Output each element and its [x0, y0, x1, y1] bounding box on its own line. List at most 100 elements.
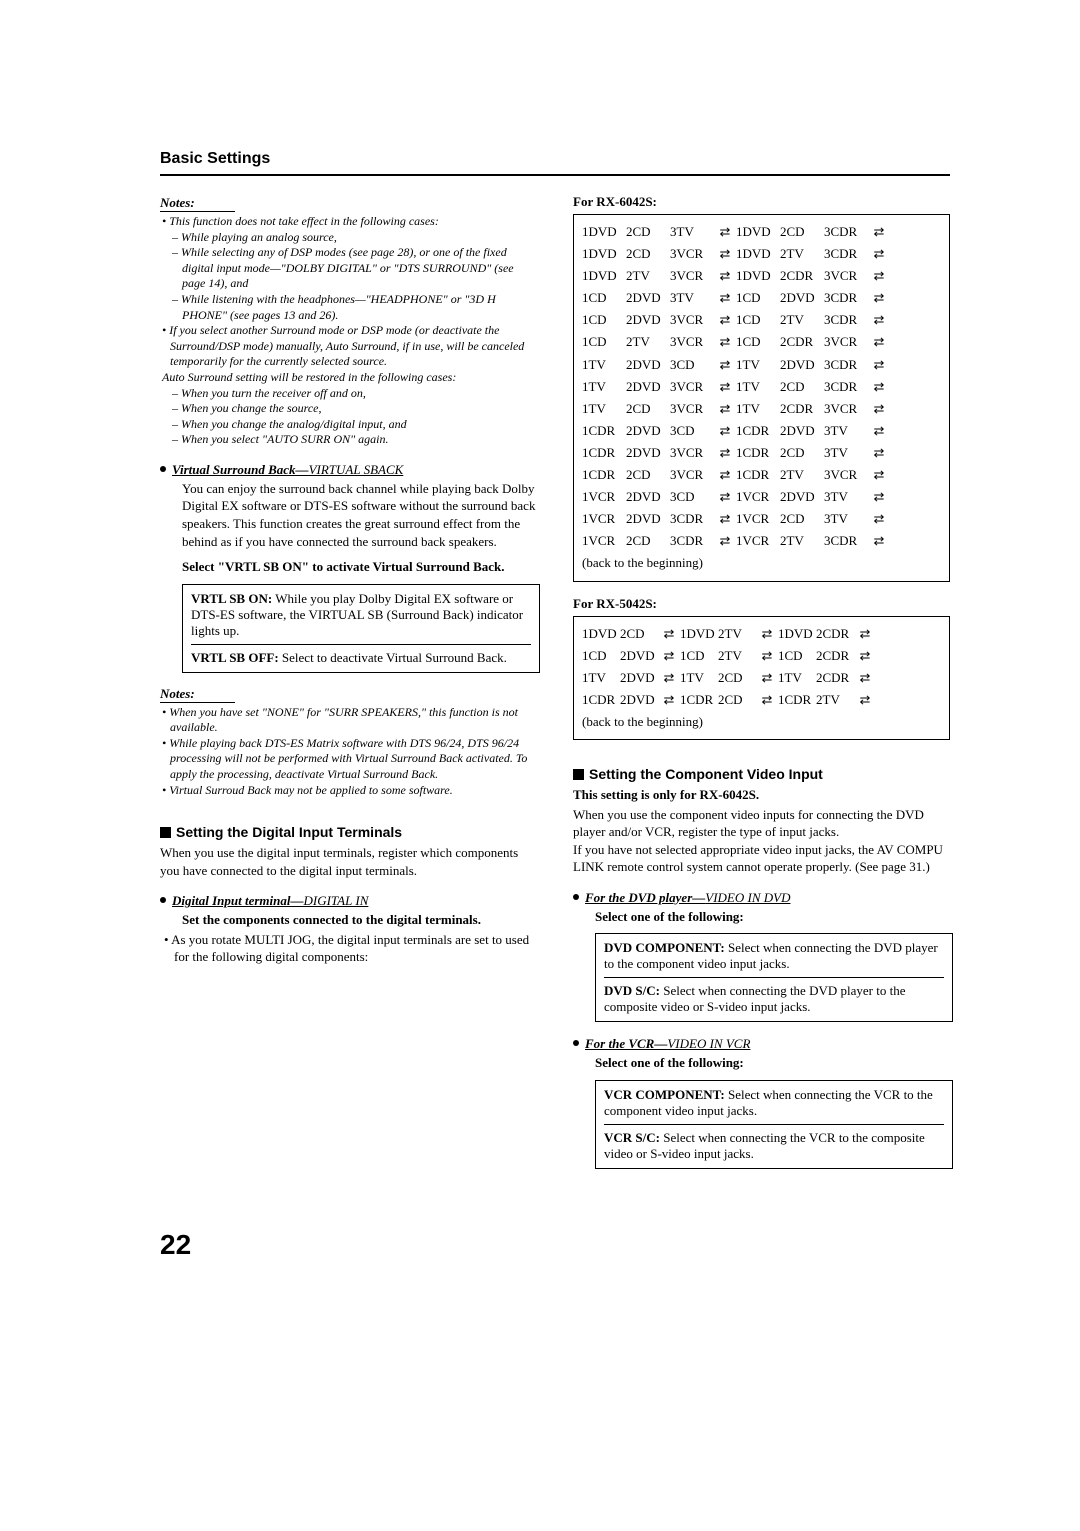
- arrow-icon: ⇄: [874, 224, 885, 239]
- terminal-row: 1CDR2DVD⇄1CDR2CD⇄1CDR2TV⇄: [582, 689, 941, 711]
- terminal-cell: 3CD: [670, 420, 714, 442]
- vsb-on-row: VRTL SB ON: While you play Dolby Digital…: [191, 589, 531, 641]
- dig-body: When you use the digital input terminals…: [160, 844, 537, 879]
- terminal-cell: 1DVD: [582, 243, 626, 265]
- virtual-surround-back-heading: Virtual Surround Back—VIRTUAL SBACK: [160, 462, 537, 478]
- terminal-cell: 2CD: [780, 442, 824, 464]
- terminal-cell: 3TV: [824, 442, 868, 464]
- arrow-icon: ⇄: [874, 357, 885, 372]
- dig-sub-thin: DIGITAL IN: [303, 893, 368, 908]
- arrow-cell: ⇄: [868, 486, 890, 508]
- select-one-1: Select one of the following:: [595, 908, 950, 926]
- arrow-cell: ⇄: [756, 645, 778, 667]
- terminal-cell: 3VCR: [824, 398, 868, 420]
- terminal-cell: 2DVD: [620, 667, 658, 689]
- arrow-cell: ⇄: [868, 508, 890, 530]
- digital-input-terminal-heading: Digital Input terminal—DIGITAL IN: [160, 893, 537, 909]
- terminal-cell: 1CDR: [582, 442, 626, 464]
- terminal-cell: 3CDR: [824, 376, 868, 398]
- arrow-icon: ⇄: [720, 224, 731, 239]
- terminal-cell: 2CDR: [816, 645, 854, 667]
- terminal-cell: 1TV: [736, 398, 780, 420]
- terminal-cell: 1VCR: [582, 530, 626, 552]
- model-6042-header: For RX-6042S:: [573, 194, 950, 210]
- dvd-sc-label: DVD S/C:: [604, 983, 660, 998]
- terminal-cell: 1CD: [582, 309, 626, 331]
- terminal-cell: 1DVD: [736, 243, 780, 265]
- terminal-row: 1CDR2DVD3VCR⇄1CDR2CD3TV⇄: [582, 442, 941, 464]
- arrow-cell: ⇄: [714, 287, 736, 309]
- terminal-cell: 3CDR: [824, 287, 868, 309]
- terminal-cell: 1TV: [778, 667, 816, 689]
- vcr-options-box: VCR COMPONENT: Select when connecting th…: [595, 1080, 953, 1169]
- vsb-options-box: VRTL SB ON: While you play Dolby Digital…: [182, 584, 540, 673]
- terminal-cell: 1CD: [736, 331, 780, 353]
- terminal-cell: 3CDR: [824, 354, 868, 376]
- terminal-row: 1CD2DVD3VCR⇄1CD2TV3CDR⇄: [582, 309, 941, 331]
- terminal-row: 1DVD2CD3VCR⇄1DVD2TV3CDR⇄: [582, 243, 941, 265]
- vsb-body: You can enjoy the surround back channel …: [182, 480, 537, 550]
- terminal-cell: 2CD: [780, 508, 824, 530]
- component-video-heading: Setting the Component Video Input: [573, 766, 950, 782]
- comp-head-text: Setting the Component Video Input: [589, 766, 823, 782]
- arrow-cell: ⇄: [658, 689, 680, 711]
- terminal-cell: 1TV: [680, 667, 718, 689]
- notes-header-2: Notes:: [160, 686, 235, 703]
- divider: [191, 644, 531, 645]
- note-item: – When you select "AUTO SURR ON" again.: [160, 432, 537, 448]
- arrow-cell: ⇄: [854, 645, 876, 667]
- arrow-cell: ⇄: [868, 398, 890, 420]
- note-item: • While playing back DTS-ES Matrix softw…: [160, 736, 537, 783]
- terminal-row: 1CD2TV3VCR⇄1CD2CDR3VCR⇄: [582, 331, 941, 353]
- terminal-cell: 1CD: [778, 645, 816, 667]
- terminal-cell: 2DVD: [626, 420, 670, 442]
- arrow-icon: ⇄: [664, 626, 675, 641]
- terminal-cell: 3VCR: [824, 265, 868, 287]
- terminal-cell: 2DVD: [626, 354, 670, 376]
- vsb-head-thin: VIRTUAL SBACK: [309, 462, 404, 477]
- arrow-cell: ⇄: [868, 287, 890, 309]
- terminal-cell: 1DVD: [778, 623, 816, 645]
- arrow-icon: ⇄: [762, 670, 773, 685]
- terminal-cell: 2DVD: [780, 287, 824, 309]
- arrow-icon: ⇄: [720, 334, 731, 349]
- vsb-off-label: VRTL SB OFF:: [191, 650, 279, 665]
- terminal-cell: 2DVD: [626, 376, 670, 398]
- terminal-cell: 1DVD: [582, 221, 626, 243]
- square-icon: [160, 827, 171, 838]
- terminal-cell: 3TV: [670, 221, 714, 243]
- arrow-icon: ⇄: [720, 401, 731, 416]
- terminal-cell: 3VCR: [670, 309, 714, 331]
- arrow-icon: ⇄: [720, 423, 731, 438]
- square-icon: [573, 769, 584, 780]
- page-number: 22: [160, 1229, 950, 1261]
- vsb-off-text: Select to deactivate Virtual Surround Ba…: [279, 650, 507, 665]
- arrow-icon: ⇄: [720, 379, 731, 394]
- arrow-cell: ⇄: [714, 331, 736, 353]
- terminal-cell: 3CD: [670, 486, 714, 508]
- arrow-cell: ⇄: [868, 243, 890, 265]
- vcr-sc-label: VCR S/C:: [604, 1130, 660, 1145]
- terminal-cell: 1CD: [582, 645, 620, 667]
- terminal-cell: 3CDR: [824, 530, 868, 552]
- terminal-cell: 2TV: [780, 243, 824, 265]
- terminal-cell: 2DVD: [626, 442, 670, 464]
- vcr-head-thin: VIDEO IN VCR: [667, 1036, 750, 1051]
- terminal-cell: 1CDR: [736, 464, 780, 486]
- arrow-icon: ⇄: [860, 648, 871, 663]
- arrow-icon: ⇄: [874, 379, 885, 394]
- terminal-cell: 3TV: [824, 486, 868, 508]
- note-item: • Virtual Surroud Back may not be applie…: [160, 783, 537, 799]
- terminal-cell: 1DVD: [582, 623, 620, 645]
- dig-sub-bold: Digital Input terminal—: [172, 893, 303, 908]
- arrow-icon: ⇄: [874, 511, 885, 526]
- bullet-icon: [160, 466, 166, 472]
- terminal-cell: 1TV: [582, 398, 626, 420]
- terminal-cell: 3VCR: [670, 331, 714, 353]
- arrow-cell: ⇄: [868, 265, 890, 287]
- terminal-cell: 3TV: [824, 508, 868, 530]
- dig-set: Set the components connected to the digi…: [182, 911, 537, 929]
- terminal-cell: 1DVD: [582, 265, 626, 287]
- arrow-cell: ⇄: [714, 420, 736, 442]
- terminal-cell: 1VCR: [582, 486, 626, 508]
